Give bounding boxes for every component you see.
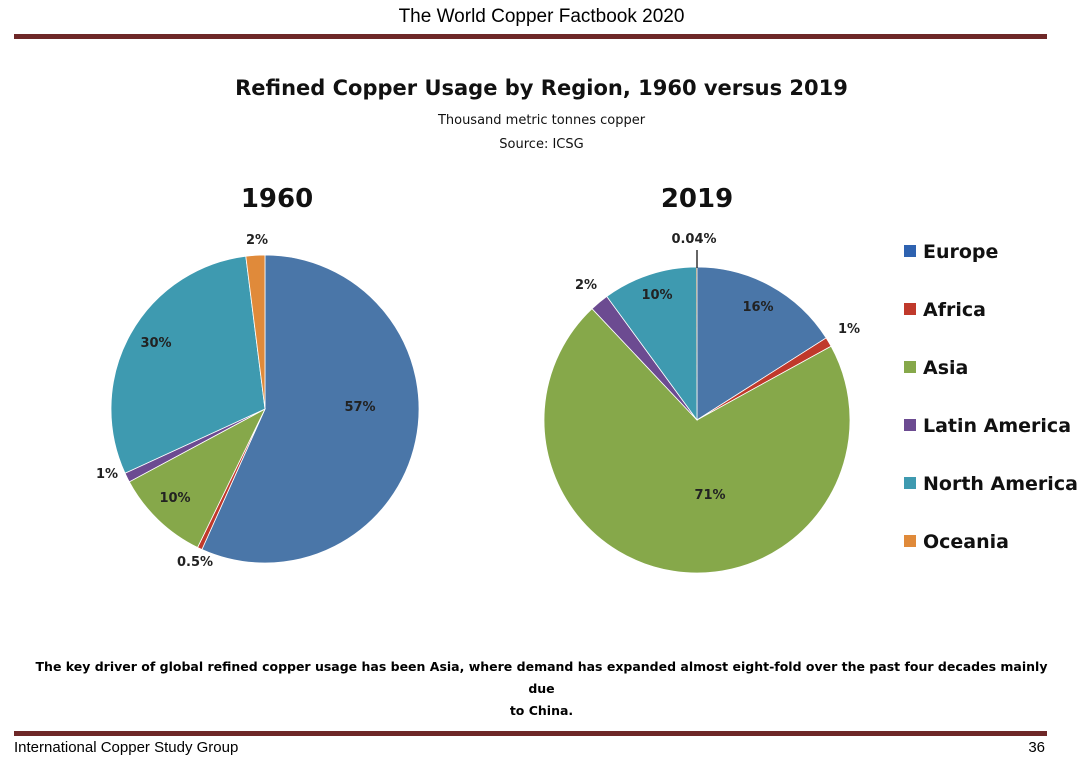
- pie-1960: [110, 254, 420, 564]
- slice-1960-north-america: [110, 255, 266, 474]
- data-label-2019-latin-america: 2%: [575, 278, 597, 293]
- legend: Europe Africa Asia Latin America North Ameri…: [904, 241, 1078, 553]
- legend-label-latin-america: Latin America: [923, 415, 1071, 437]
- page-number: 36: [1028, 739, 1045, 756]
- data-label-1960-latin-america: 1%: [96, 467, 118, 482]
- data-label-2019-north-america: 10%: [641, 288, 672, 303]
- legend-swatch-europe: [904, 245, 916, 257]
- legend-swatch-latin-america: [904, 419, 916, 431]
- slice-2019-europe: [696, 266, 827, 421]
- legend-swatch-north-america: [904, 477, 916, 489]
- chart-title: Refined Copper Usage by Region, 1960 ver…: [235, 76, 848, 100]
- data-label-2019-asia: 71%: [694, 488, 725, 503]
- caption-line-1: The key driver of global refined copper …: [35, 659, 1048, 696]
- data-label-1960-asia: 10%: [159, 491, 190, 506]
- pie-title-2019: 2019: [661, 184, 733, 214]
- legend-label-africa: Africa: [923, 299, 986, 321]
- data-label-1960-africa: 0.5%: [177, 555, 213, 570]
- pie-2019: [543, 266, 851, 574]
- chart-source: Source: ICSG: [499, 137, 584, 152]
- pie-title-1960: 1960: [241, 184, 313, 214]
- page-header: The World Copper Factbook 2020: [398, 6, 685, 27]
- slice-2019-north-america: [606, 266, 698, 422]
- header-rule: [14, 34, 1047, 39]
- slice-1960-asia: [128, 408, 266, 548]
- slice-2019-asia: [543, 308, 851, 574]
- legend-label-europe: Europe: [923, 241, 998, 263]
- legend-swatch-oceania: [904, 535, 916, 547]
- footer-rule: [14, 731, 1047, 736]
- legend-label-oceania: Oceania: [923, 531, 1009, 553]
- data-label-2019-africa: 1%: [838, 322, 860, 337]
- legend-label-asia: Asia: [923, 357, 968, 379]
- caption-line-2: to China.: [509, 703, 574, 718]
- legend-swatch-asia: [904, 361, 916, 373]
- slice-1960-europe: [201, 254, 420, 564]
- data-label-1960-oceania: 2%: [246, 233, 268, 248]
- legend-label-north-america: North America: [923, 473, 1078, 495]
- chart-subtitle: Thousand metric tonnes copper: [437, 113, 646, 128]
- legend-swatch-africa: [904, 303, 916, 315]
- data-label-1960-north-america: 30%: [140, 336, 171, 351]
- slice-1960-oceania: [245, 254, 266, 410]
- chart-caption: The key driver of global refined copper …: [30, 656, 1053, 722]
- data-label-2019-oceania: 0.04%: [671, 232, 716, 247]
- footer-organization: International Copper Study Group: [14, 739, 239, 756]
- data-label-1960-europe: 57%: [344, 400, 375, 415]
- data-label-2019-europe: 16%: [742, 300, 773, 315]
